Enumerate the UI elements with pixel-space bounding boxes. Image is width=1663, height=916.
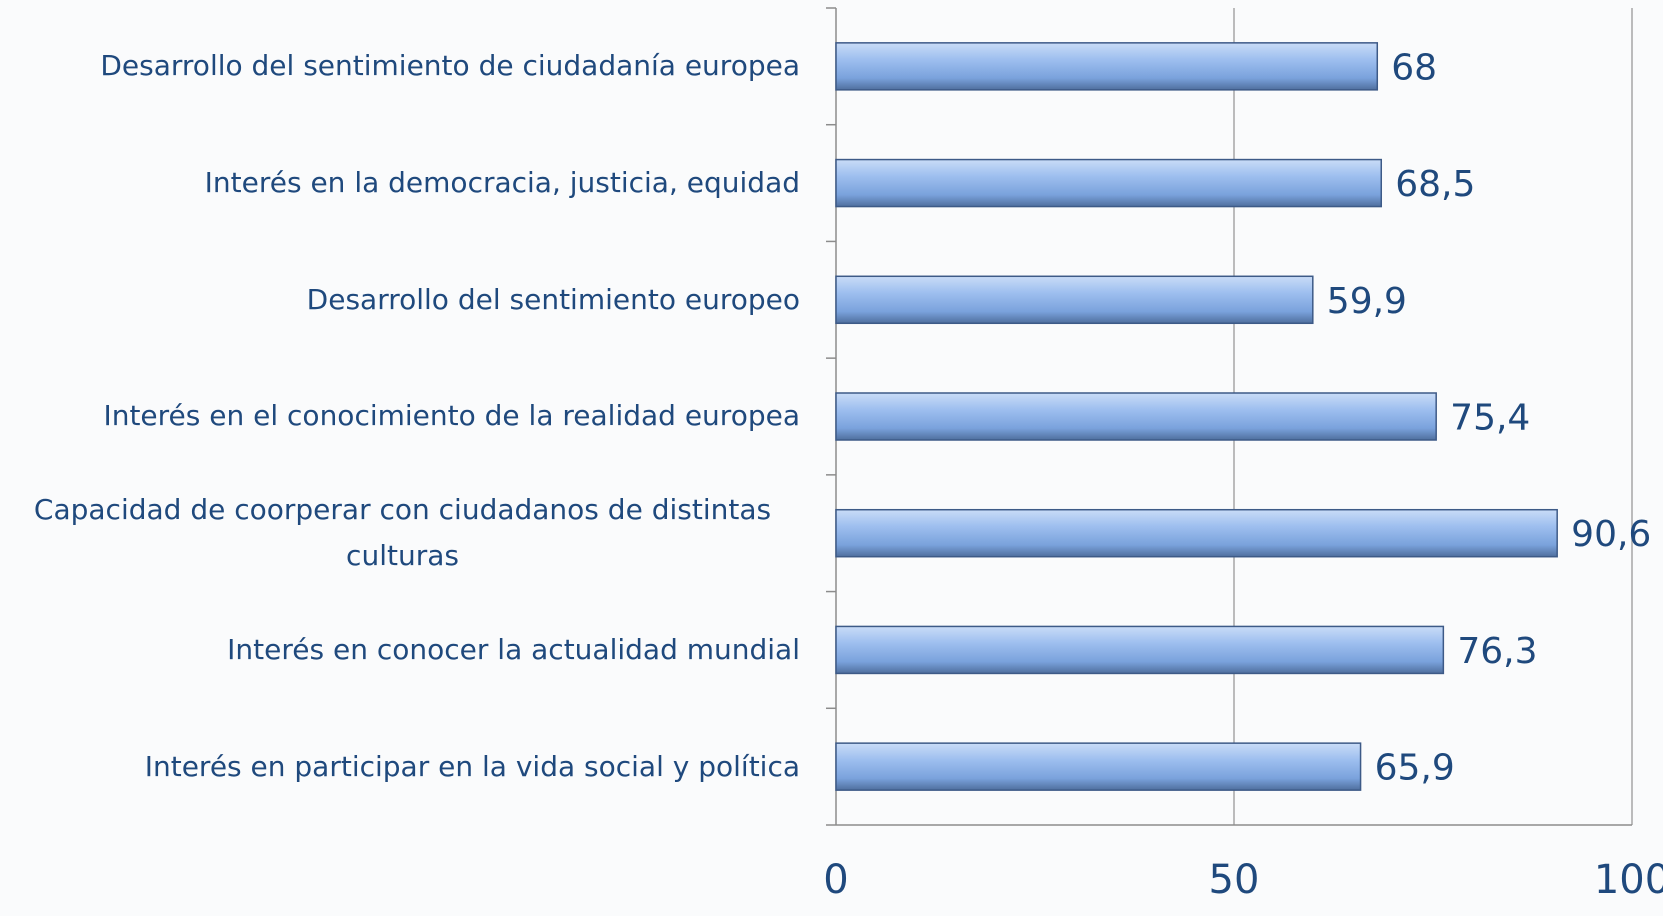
- bar: [835, 42, 1379, 91]
- category-text: Interés en la democracia, justicia, equi…: [204, 166, 800, 200]
- category-text: Desarrollo del sentimiento de ciudadanía…: [100, 49, 800, 83]
- data-label: 59,9: [1327, 281, 1407, 322]
- y-tick-label: Interés en participar en la vida social …: [0, 708, 800, 825]
- data-label: 68,5: [1395, 164, 1475, 205]
- bar: [835, 625, 1445, 675]
- category-text: Capacidad de coorperar con ciudadanos de…: [33, 493, 772, 573]
- bar: [835, 275, 1314, 325]
- y-tick-label: Capacidad de coorperar con ciudadanos de…: [0, 475, 800, 592]
- data-label: 68: [1391, 47, 1437, 88]
- category-text: Interés en el conocimiento de la realida…: [103, 399, 800, 433]
- y-tick-label: Desarrollo del sentimiento de ciudadanía…: [0, 8, 800, 125]
- category-text: Desarrollo del sentimiento europeo: [306, 282, 800, 316]
- bar: [835, 508, 1558, 558]
- y-tick-label: Desarrollo del sentimiento europeo: [0, 241, 800, 358]
- data-label: 75,4: [1450, 398, 1530, 439]
- x-tick-label: 0: [823, 857, 848, 903]
- bar: [835, 392, 1437, 441]
- x-tick-label: 100: [1594, 857, 1663, 903]
- data-label: 65,9: [1375, 748, 1455, 789]
- y-tick-label: Interés en conocer la actualidad mundial: [0, 592, 800, 709]
- category-text: Interés en conocer la actualidad mundial: [227, 632, 800, 666]
- x-tick-label: 50: [1209, 857, 1260, 903]
- bar: [835, 742, 1362, 791]
- category-text: Interés en participar en la vida social …: [144, 749, 800, 783]
- y-tick-label: Interés en la democracia, justicia, equi…: [0, 125, 800, 242]
- data-label: 76,3: [1457, 631, 1537, 672]
- data-label: 90,6: [1571, 514, 1651, 555]
- y-tick-label: Interés en el conocimiento de la realida…: [0, 358, 800, 475]
- bar: [835, 158, 1383, 208]
